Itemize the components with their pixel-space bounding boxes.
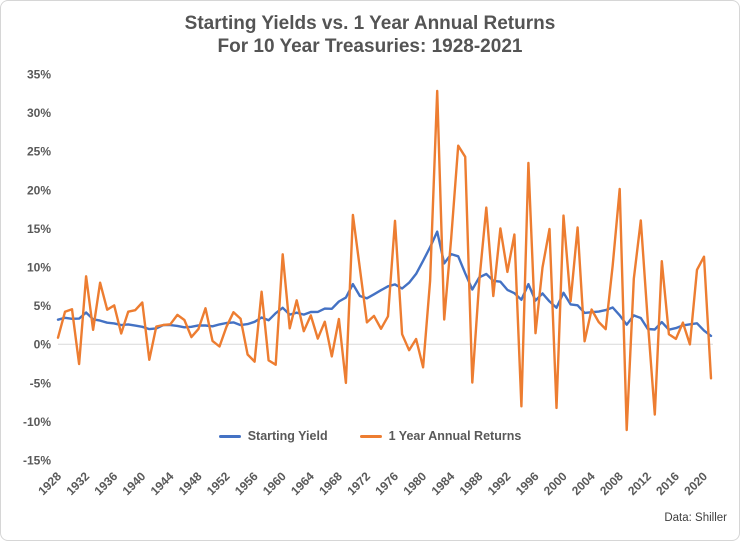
x-axis-tick-label: 1980 xyxy=(400,469,429,498)
x-axis-tick-label: 2004 xyxy=(569,469,598,498)
y-axis-tick-label: 35% xyxy=(27,68,51,82)
x-axis-tick-label: 1956 xyxy=(232,469,261,498)
1-year-annual-returns-line xyxy=(56,89,713,432)
chart-title-line1: Starting Yields vs. 1 Year Annual Return… xyxy=(184,13,556,34)
x-axis-tick-label: 2020 xyxy=(681,469,710,498)
legend-item-starting-yield: Starting Yield xyxy=(218,429,328,443)
data-source-note: Data: Shiller xyxy=(664,512,727,524)
y-axis-tick-label: 20% xyxy=(27,183,51,197)
x-axis-tick-label: 1928 xyxy=(35,469,64,498)
y-axis-tick-label: 25% xyxy=(27,145,51,159)
x-axis-tick-label: 2000 xyxy=(541,469,570,498)
x-axis-tick-label: 1976 xyxy=(372,469,401,498)
y-axis-tick-label: 10% xyxy=(27,261,51,275)
y-axis-tick-label: 0% xyxy=(34,338,52,352)
starting-yield-line-swatch xyxy=(218,434,241,438)
x-axis-tick-label: 1940 xyxy=(120,469,149,498)
y-axis-tick-label: -5% xyxy=(30,376,52,390)
chart-title: Starting Yields vs. 1 Year Annual Return… xyxy=(1,12,739,58)
y-axis-tick-label: 15% xyxy=(27,222,51,236)
x-axis-tick-label: 1960 xyxy=(260,469,289,498)
x-axis-tick-label: 1948 xyxy=(176,469,205,498)
x-axis-tick-label: 1992 xyxy=(485,469,514,498)
y-axis-tick-label: -15% xyxy=(23,454,51,468)
x-axis-tick-label: 1964 xyxy=(288,469,317,498)
x-axis-tick-label: 1936 xyxy=(92,469,121,498)
x-axis-tick-label: 1932 xyxy=(63,469,92,498)
x-axis-tick-label: 2016 xyxy=(653,469,682,498)
legend: Starting Yield 1 Year Annual Returns xyxy=(1,429,739,443)
chart-title-line2: For 10 Year Treasuries: 1928-2021 xyxy=(217,36,523,57)
x-axis-tick-label: 1988 xyxy=(457,469,486,498)
x-axis-tick-label: 1944 xyxy=(148,469,177,498)
x-axis-tick-label: 1972 xyxy=(344,469,373,498)
annual-returns-line-swatch xyxy=(359,434,382,438)
y-axis-tick-label: -10% xyxy=(23,415,51,429)
x-axis-tick-label: 2008 xyxy=(597,469,626,498)
legend-label-starting-yield: Starting Yield xyxy=(247,429,328,443)
y-axis-tick-label: 5% xyxy=(34,299,52,313)
x-axis-tick-label: 1984 xyxy=(429,469,458,498)
y-axis-tick-label: 30% xyxy=(27,106,51,120)
x-axis-tick-label: 1968 xyxy=(316,469,345,498)
x-axis-tick-label: 2012 xyxy=(625,469,654,498)
legend-label-annual-returns: 1 Year Annual Returns xyxy=(388,429,522,443)
legend-item-annual-returns: 1 Year Annual Returns xyxy=(359,429,522,443)
x-axis-tick-label: 1996 xyxy=(513,469,542,498)
x-axis-tick-label: 1952 xyxy=(204,469,233,498)
